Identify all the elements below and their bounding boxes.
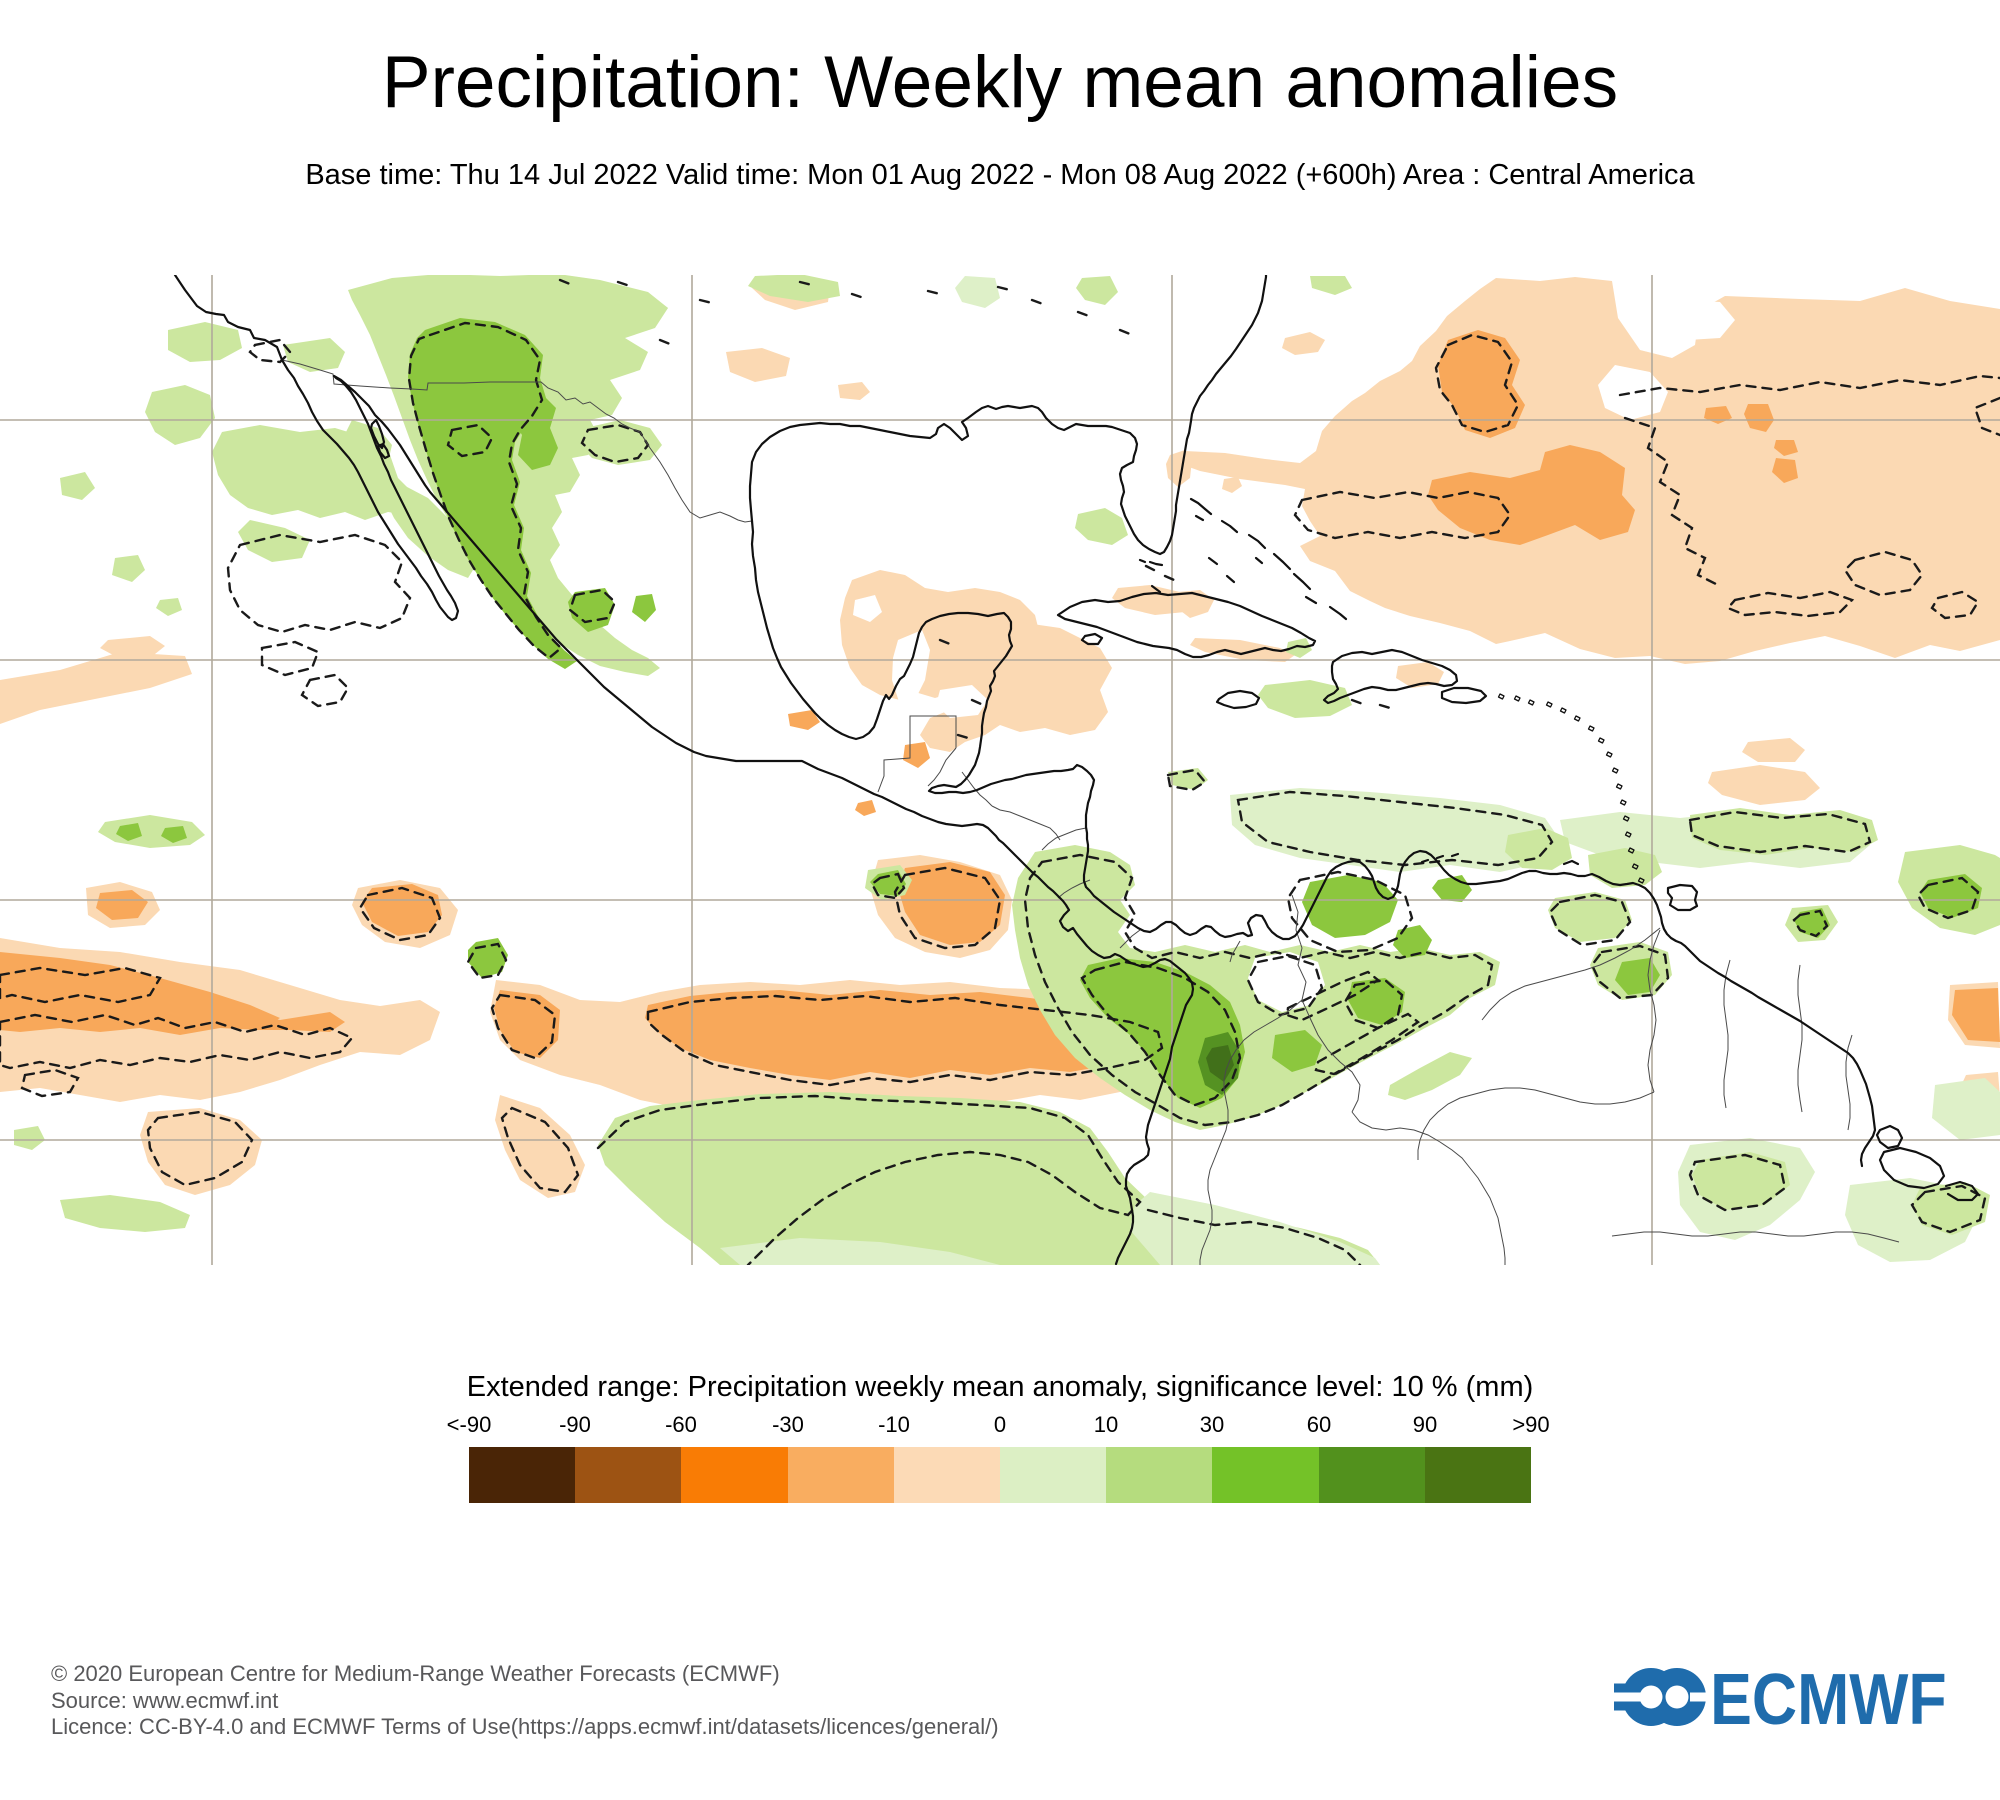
svg-text:ECMWF: ECMWF bbox=[1710, 1662, 1947, 1732]
